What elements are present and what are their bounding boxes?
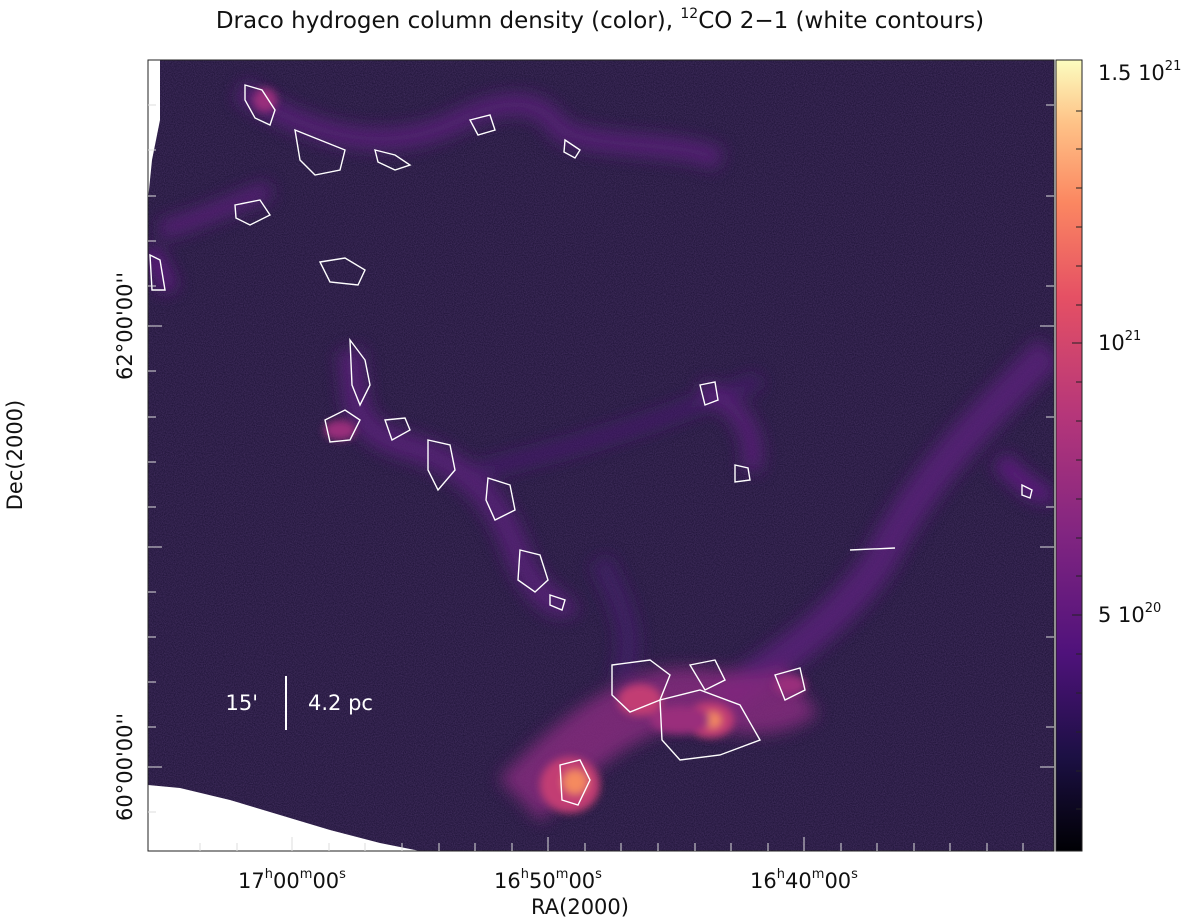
contour: [234, 199, 272, 226]
contour: [485, 477, 516, 521]
plot-title: Draco hydrogen column density (color), 1…: [216, 6, 984, 34]
x-tick-3-m-unit: m: [812, 867, 825, 882]
colorbar-ticks: [1072, 110, 1082, 810]
x-tick-2-m: 50: [529, 869, 556, 893]
contour: [349, 337, 371, 407]
contour: [774, 667, 806, 701]
colorbar-label-1-base: 1.5 10: [1098, 61, 1165, 85]
title-suffix: CO 2−1 (white contours): [698, 8, 984, 34]
colorbar-label-1: 1.5 1021: [1098, 59, 1181, 85]
x-tick-1-h: 17: [238, 869, 265, 893]
title-sup: 12: [680, 6, 698, 22]
colorbar-label-2-exp: 21: [1125, 329, 1142, 344]
x-tick-2-s-unit: s: [595, 867, 602, 882]
x-tick-labels: 17h00m00s 16h50m00s 16h40m00s: [238, 867, 858, 893]
x-tick-1-h-unit: h: [265, 867, 273, 882]
x-tick-1-m: 00: [273, 869, 300, 893]
colorbar-label-2-base: 10: [1098, 331, 1125, 355]
x-tick-label-2: 16h50m00s: [494, 867, 602, 893]
contour: [699, 381, 719, 406]
colorbar-gradient: [1055, 59, 1083, 852]
contour: [659, 689, 762, 761]
x-tick-3-m: 40: [785, 869, 812, 893]
x-axis-label: RA(2000): [531, 895, 629, 919]
scale-bar-left-label: 15': [226, 691, 259, 715]
y-tick-label-1: 62°00'00'': [113, 272, 137, 380]
contour: [549, 594, 566, 611]
map-frame: [147, 59, 1055, 852]
x-tick-3-s-unit: s: [851, 867, 858, 882]
x-tick-marks: [199, 837, 1024, 851]
contour: [517, 549, 549, 593]
x-tick-2-s: 00: [568, 869, 595, 893]
contour: [688, 659, 726, 691]
x-tick-1-m-unit: m: [300, 867, 313, 882]
colorbar-label-1-exp: 21: [1165, 59, 1182, 74]
colorbar: 1.5 1021 1021 5 1020: [1055, 59, 1181, 852]
colorbar-label-3-base: 5 10: [1098, 603, 1145, 627]
contour: [427, 439, 456, 492]
title-prefix: Draco hydrogen column density (color),: [216, 8, 681, 34]
scale-bar-right-label: 4.2 pc: [308, 691, 373, 715]
contour: [468, 114, 496, 136]
scale-bar: 15' 4.2 pc: [226, 676, 373, 730]
x-tick-2-m-unit: m: [556, 867, 569, 882]
contour: [1021, 483, 1033, 499]
x-tick-label-3: 16h40m00s: [750, 867, 858, 893]
contour: [244, 84, 276, 126]
bright-cores: [253, 88, 806, 813]
contour: [149, 253, 166, 291]
x-tick-1-s-unit: s: [339, 867, 346, 882]
x-tick-1-s: 00: [312, 869, 339, 893]
x-tick-3-s: 00: [824, 869, 851, 893]
blank-region: [148, 785, 420, 851]
contour: [374, 149, 412, 171]
x-tick-2-h: 16: [494, 869, 521, 893]
co-contours: [149, 84, 1033, 806]
contour: [849, 547, 896, 551]
x-tick-3-h-unit: h: [777, 867, 785, 882]
contour: [559, 759, 591, 806]
contour: [734, 464, 751, 483]
colorbar-label-2: 1021: [1098, 329, 1141, 355]
y-tick-marks: [148, 104, 1054, 813]
contour: [294, 128, 346, 176]
y-axis-label: Dec(2000): [3, 400, 27, 510]
blank-strip-top: [148, 60, 160, 200]
contour: [324, 409, 361, 443]
contour: [318, 257, 366, 286]
column-density-map: [148, 60, 1054, 851]
y-tick-label-2: 60°00'00'': [113, 713, 137, 821]
contour: [384, 417, 411, 442]
colorbar-label-3-exp: 20: [1145, 601, 1162, 616]
colorbar-label-3: 5 1020: [1098, 601, 1161, 627]
x-tick-2-h-unit: h: [521, 867, 529, 882]
x-tick-3-h: 16: [750, 869, 777, 893]
contour: [563, 138, 581, 159]
x-tick-label-1: 17h00m00s: [238, 867, 346, 893]
